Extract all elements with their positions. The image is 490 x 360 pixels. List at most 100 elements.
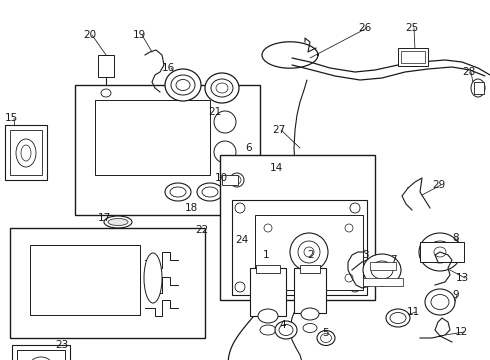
Text: 10: 10 [215,173,228,183]
Ellipse shape [419,233,461,271]
Ellipse shape [317,330,335,346]
Ellipse shape [350,203,360,213]
Bar [255,215,363,290]
Text: 12: 12 [455,327,468,337]
Ellipse shape [165,183,191,201]
Ellipse shape [202,187,218,197]
Bar [420,242,464,262]
Bar [256,265,280,273]
Ellipse shape [431,294,449,310]
Text: 2: 2 [307,250,314,260]
Text: 3: 3 [362,250,368,260]
Ellipse shape [425,289,455,315]
Bar [98,55,114,77]
Text: 4: 4 [279,320,286,330]
Text: 15: 15 [5,113,18,123]
Ellipse shape [320,333,332,342]
Text: 23: 23 [55,340,68,350]
Text: 9: 9 [452,290,459,300]
Bar [232,200,367,295]
Ellipse shape [390,312,406,324]
Bar [370,262,396,270]
Text: 6: 6 [245,143,252,153]
Ellipse shape [386,309,410,327]
Bar [401,51,425,63]
Ellipse shape [345,224,353,232]
Bar [17,350,65,360]
Bar [398,48,428,66]
Bar [5,125,47,180]
Ellipse shape [471,79,485,97]
Ellipse shape [165,69,201,101]
Ellipse shape [301,308,319,320]
Bar [10,228,205,338]
Text: 8: 8 [452,233,459,243]
Ellipse shape [211,79,233,97]
Text: 27: 27 [272,125,285,135]
Ellipse shape [104,216,132,228]
Text: 7: 7 [390,255,396,265]
Ellipse shape [371,261,393,279]
Ellipse shape [235,282,245,292]
Ellipse shape [30,357,52,360]
Text: 18: 18 [185,203,198,213]
Ellipse shape [171,75,195,95]
Text: 16: 16 [162,63,175,73]
Text: 19: 19 [133,30,146,40]
Ellipse shape [233,176,241,184]
Text: 25: 25 [405,23,418,33]
Text: 11: 11 [407,307,420,317]
Ellipse shape [298,241,320,263]
Ellipse shape [264,224,272,232]
Ellipse shape [363,254,401,286]
Ellipse shape [345,274,353,282]
Bar [12,345,70,360]
Text: 17: 17 [98,213,111,223]
Bar [220,155,375,300]
Ellipse shape [279,324,293,336]
Ellipse shape [170,187,186,197]
Bar [363,278,403,286]
Bar [222,175,238,185]
Text: 21: 21 [208,107,221,117]
Text: 28: 28 [462,67,475,77]
Text: 20: 20 [83,30,96,40]
Ellipse shape [303,324,317,333]
Ellipse shape [197,183,223,201]
Text: 13: 13 [456,273,469,283]
Bar [294,268,326,313]
Ellipse shape [427,241,453,263]
Bar [10,130,42,175]
Ellipse shape [230,173,244,187]
Ellipse shape [214,111,236,133]
Text: 1: 1 [263,250,270,260]
Ellipse shape [290,233,328,271]
Text: 5: 5 [322,328,329,338]
Ellipse shape [260,325,276,335]
Ellipse shape [214,141,236,163]
Ellipse shape [304,247,314,257]
Bar [95,100,210,175]
Text: 14: 14 [270,163,283,173]
Bar [250,268,286,316]
Ellipse shape [434,247,446,257]
Text: 29: 29 [432,180,445,190]
Bar [300,265,320,273]
Ellipse shape [258,309,278,323]
Bar [75,85,260,215]
Text: 24: 24 [235,235,248,245]
Ellipse shape [108,219,128,225]
Ellipse shape [16,139,36,167]
Text: 26: 26 [358,23,371,33]
Ellipse shape [264,274,272,282]
Text: 22: 22 [195,225,208,235]
Bar [474,82,484,94]
Ellipse shape [216,83,228,93]
Ellipse shape [350,282,360,292]
Ellipse shape [275,321,297,339]
Ellipse shape [144,253,162,303]
Bar [30,245,140,315]
Ellipse shape [235,203,245,213]
Ellipse shape [205,73,239,103]
Ellipse shape [101,89,111,97]
